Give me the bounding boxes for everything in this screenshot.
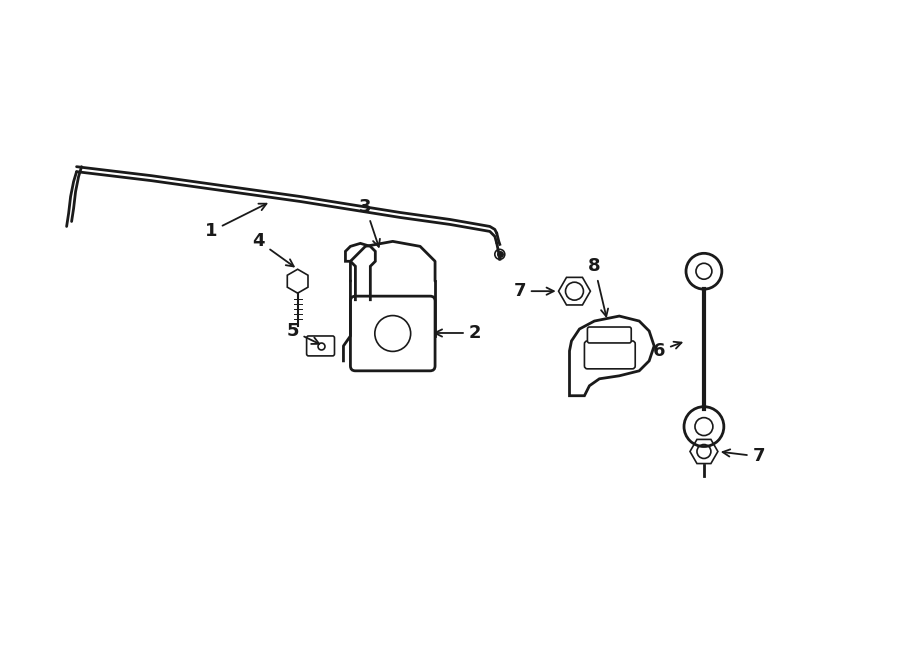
Text: 2: 2 (435, 324, 482, 342)
FancyBboxPatch shape (588, 327, 631, 343)
Text: 7: 7 (514, 282, 554, 300)
FancyBboxPatch shape (350, 296, 435, 371)
Text: 3: 3 (359, 198, 380, 247)
Text: 4: 4 (253, 233, 293, 266)
Text: 1: 1 (205, 204, 266, 241)
Text: 7: 7 (723, 447, 765, 465)
Circle shape (374, 315, 410, 352)
Text: 6: 6 (652, 342, 681, 360)
FancyBboxPatch shape (307, 336, 335, 356)
Text: 5: 5 (286, 322, 320, 344)
Text: 8: 8 (588, 257, 608, 317)
FancyBboxPatch shape (584, 341, 635, 369)
